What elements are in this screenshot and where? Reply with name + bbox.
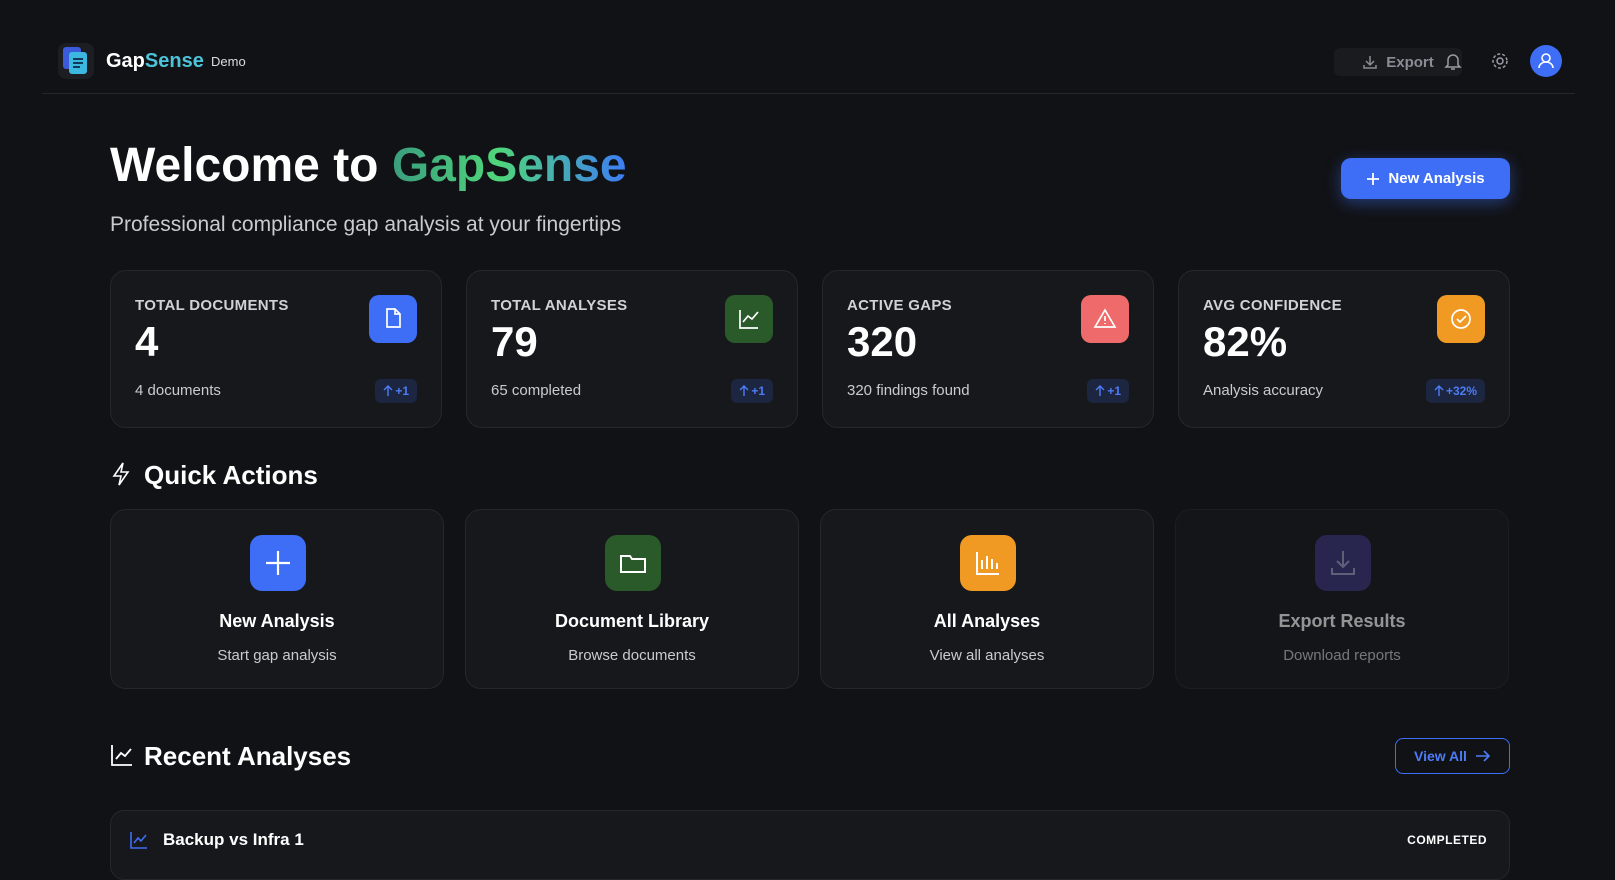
action-title: New Analysis bbox=[219, 611, 335, 631]
action-icon bbox=[960, 535, 1016, 591]
welcome-title: Welcome to GapSense bbox=[110, 138, 627, 193]
arrow-icon bbox=[1475, 750, 1491, 762]
action-subtitle: View all analyses bbox=[929, 647, 1045, 664]
action-card[interactable]: New Analysis Start gap analysis bbox=[110, 509, 444, 689]
stat-delta: +1 bbox=[375, 379, 417, 403]
action-subtitle: Start gap analysis bbox=[217, 647, 337, 664]
brand-gap: Gap bbox=[106, 50, 145, 72]
action-card[interactable]: Export Results Download reports bbox=[1175, 509, 1509, 689]
avatar-icon bbox=[1538, 53, 1554, 69]
stat-icon-glyph bbox=[1093, 308, 1117, 328]
plus-icon bbox=[1367, 172, 1380, 185]
brand-sense: Sense bbox=[144, 50, 204, 72]
stat-delta-text: +1 bbox=[751, 384, 765, 398]
welcome-brand: GapSense bbox=[391, 139, 627, 192]
stat-icon-glyph bbox=[1451, 309, 1471, 329]
settings-icon[interactable] bbox=[1490, 51, 1510, 71]
stat-card: ACTIVE GAPS 320 320 findings found +1 bbox=[822, 270, 1154, 428]
stat-delta-text: +1 bbox=[1107, 384, 1121, 398]
stat-value: 79 bbox=[491, 318, 538, 365]
action-card[interactable]: Document Library Browse documents bbox=[465, 509, 799, 689]
delta-arrow bbox=[383, 385, 393, 396]
stat-note: 320 findings found bbox=[847, 382, 970, 399]
action-subtitle: Download reports bbox=[1283, 647, 1401, 664]
stat-delta-text: +1 bbox=[395, 384, 409, 398]
stat-value: 4 bbox=[135, 318, 159, 365]
action-icon-glyph bbox=[620, 555, 646, 573]
action-icon bbox=[1315, 535, 1371, 591]
stat-note: 65 completed bbox=[491, 382, 582, 399]
delta-arrow bbox=[1434, 385, 1444, 396]
stat-icon bbox=[1081, 295, 1129, 343]
row-icon bbox=[130, 832, 147, 849]
analysis-row[interactable]: Backup vs Infra 1 COMPLETED bbox=[110, 810, 1510, 880]
action-icon-glyph bbox=[266, 551, 290, 575]
welcome-subtitle: Professional compliance gap analysis at … bbox=[110, 213, 622, 236]
quick-actions-title: Quick Actions bbox=[144, 460, 318, 490]
stat-value: 82% bbox=[1203, 318, 1288, 365]
action-icon-glyph bbox=[1331, 551, 1355, 575]
stat-delta: +1 bbox=[1087, 379, 1129, 403]
stat-note: Analysis accuracy bbox=[1203, 382, 1324, 399]
row-name: Backup vs Infra 1 bbox=[163, 830, 304, 849]
stat-note: 4 documents bbox=[135, 382, 221, 399]
stat-value: 320 bbox=[847, 318, 918, 365]
delta-arrow bbox=[1095, 385, 1105, 396]
view-all-label: View All bbox=[1414, 748, 1467, 764]
stat-card: AVG CONFIDENCE 82% Analysis accuracy +32% bbox=[1178, 270, 1510, 428]
stat-label: AVG CONFIDENCE bbox=[1203, 297, 1342, 314]
export-button[interactable]: Export bbox=[1334, 48, 1462, 76]
stat-card: TOTAL DOCUMENTS 4 4 documents +1 bbox=[110, 270, 442, 428]
action-title: Document Library bbox=[554, 611, 710, 631]
stat-icon-glyph bbox=[739, 310, 759, 329]
stat-icon bbox=[1437, 295, 1485, 343]
stat-delta-text: +32% bbox=[1445, 384, 1477, 398]
avatar[interactable] bbox=[1530, 45, 1562, 77]
action-title: All Analyses bbox=[933, 611, 1041, 631]
action-card[interactable]: All Analyses View all analyses bbox=[820, 509, 1154, 689]
stat-delta: +32% bbox=[1425, 379, 1485, 403]
badge: Demo bbox=[211, 54, 246, 69]
logo[interactable] bbox=[58, 43, 94, 79]
stat-icon bbox=[369, 295, 417, 343]
logo-icon bbox=[63, 47, 87, 74]
delta-arrow bbox=[739, 385, 749, 396]
stat-icon bbox=[725, 295, 773, 343]
new-analysis-label: New Analysis bbox=[1388, 170, 1485, 187]
stat-label: TOTAL ANALYSES bbox=[491, 297, 628, 314]
bell-icon[interactable] bbox=[1443, 51, 1463, 71]
stat-label: TOTAL DOCUMENTS bbox=[135, 297, 289, 314]
action-icon-glyph bbox=[976, 552, 999, 575]
action-icon bbox=[605, 535, 661, 591]
action-subtitle: Browse documents bbox=[568, 647, 696, 664]
stat-delta: +1 bbox=[731, 379, 773, 403]
page: GapSense Demo Export Welcome to GapSense… bbox=[42, 0, 1575, 880]
brand: GapSense bbox=[106, 50, 204, 73]
row-status: COMPLETED bbox=[1407, 833, 1487, 847]
header: GapSense Demo Export bbox=[42, 0, 1575, 94]
action-title: Export Results bbox=[1278, 611, 1406, 631]
recent-title: Recent Analyses bbox=[144, 741, 352, 771]
stat-icon-glyph bbox=[386, 308, 401, 328]
stat-card: TOTAL ANALYSES 79 65 completed +1 bbox=[466, 270, 798, 428]
bolt-icon bbox=[112, 462, 130, 486]
welcome-text: Welcome to bbox=[110, 139, 379, 192]
view-all-button[interactable]: View All bbox=[1395, 738, 1510, 774]
stat-label: ACTIVE GAPS bbox=[847, 297, 952, 314]
action-icon bbox=[250, 535, 306, 591]
chart-icon bbox=[111, 745, 132, 766]
new-analysis-button[interactable]: New Analysis bbox=[1341, 158, 1510, 199]
export-label: Export bbox=[1386, 53, 1434, 71]
export-icon bbox=[1363, 56, 1377, 69]
